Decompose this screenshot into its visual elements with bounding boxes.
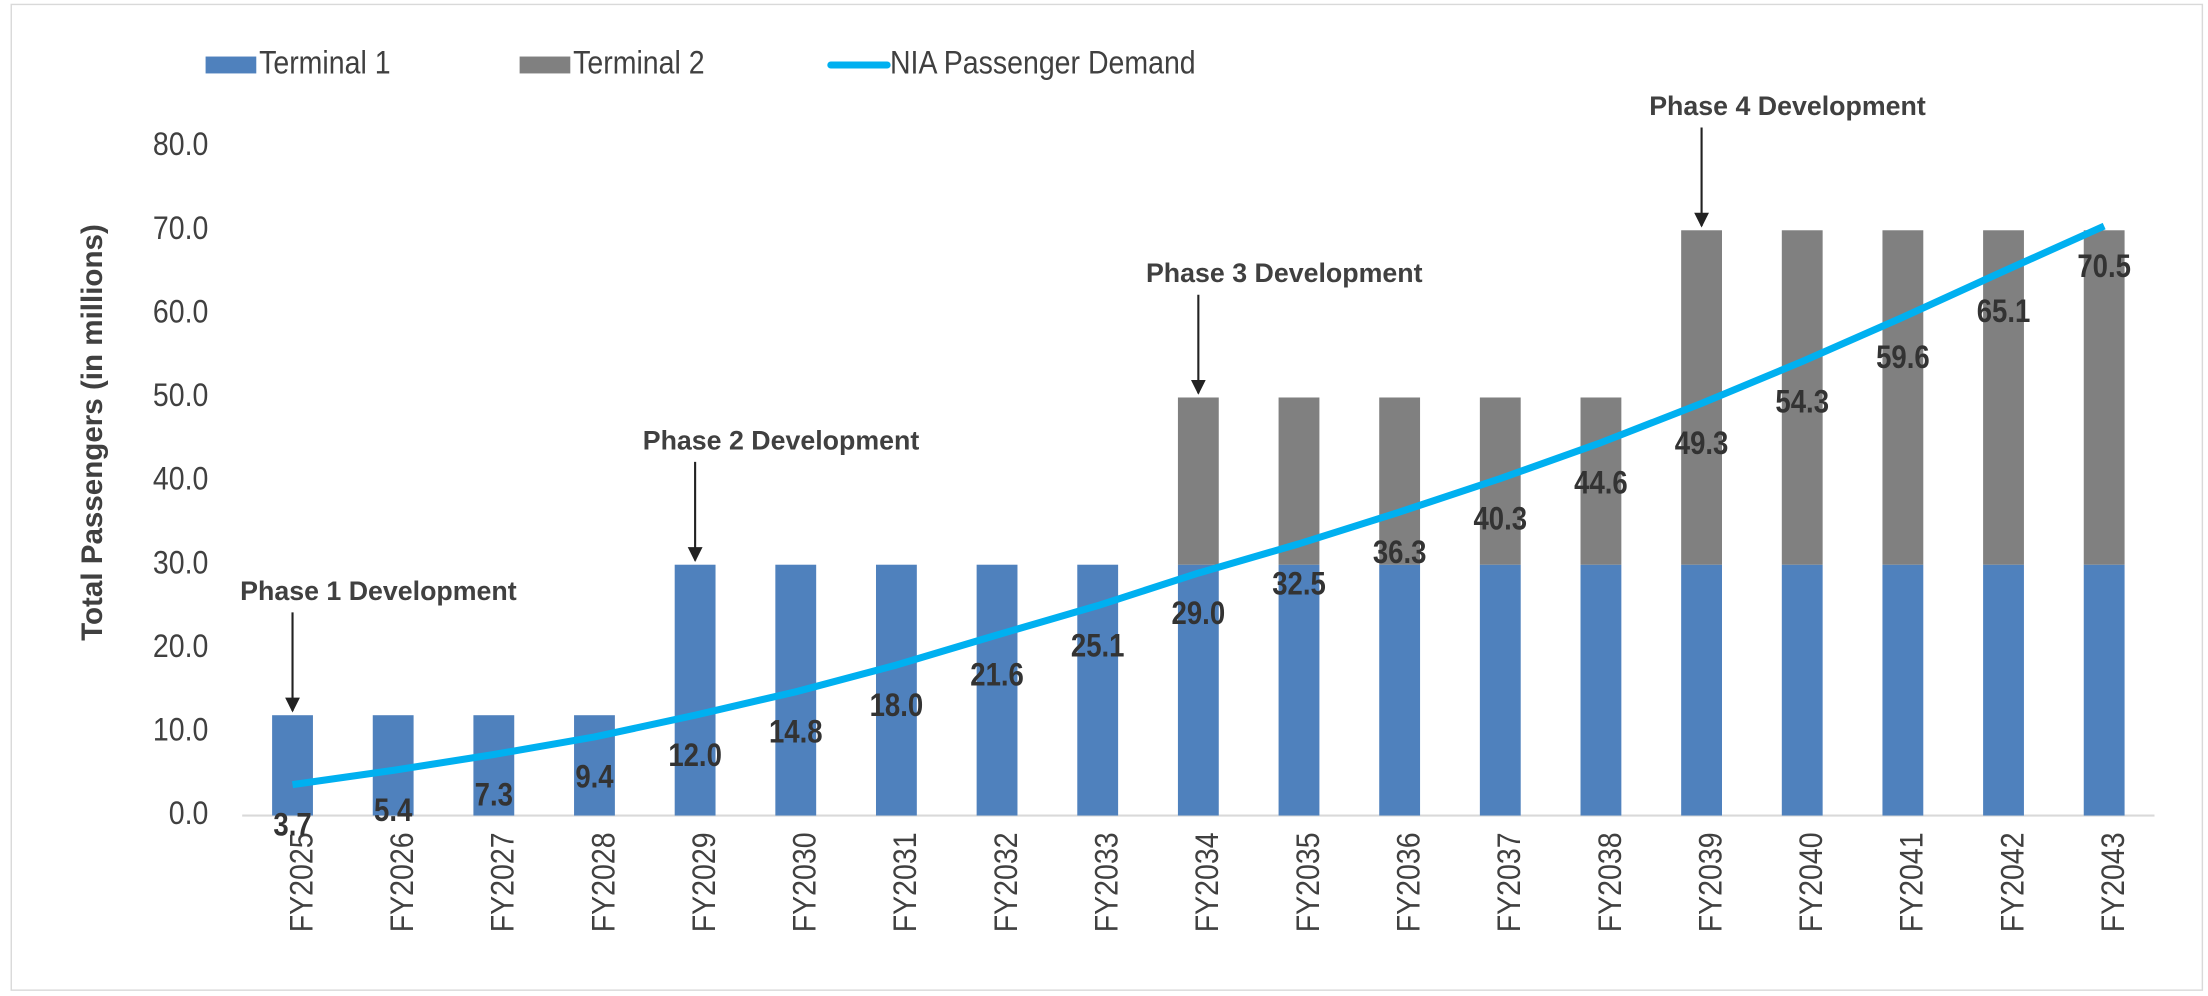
x-tick-label: FY2038 [1592,832,1628,932]
data-label: 54.3 [1775,384,1829,420]
bar [1580,564,1622,816]
bar [1177,564,1219,816]
x-tick-label: FY2035 [1290,832,1326,932]
y-tick-label: 80.0 [153,127,208,163]
bar [1882,564,1924,816]
bar [1983,230,2024,565]
bar [1580,397,1622,565]
y-tick-label: 30.0 [153,545,208,581]
x-tick-label: FY2030 [787,832,823,932]
bar [674,564,716,816]
x-tick-label: FY2033 [1089,832,1125,932]
x-tick-label: FY2034 [1190,832,1226,932]
x-tick-label: FY2042 [1995,832,2031,932]
chart-border [10,3,2204,991]
data-label: 25.1 [1071,628,1125,664]
data-label: 59.6 [1876,340,1930,376]
data-label: 14.8 [769,715,823,751]
bar [1681,564,1722,816]
data-label: 40.3 [1474,501,1528,537]
x-tick-label: FY2026 [384,832,420,932]
data-label: 12.0 [668,738,722,774]
bar [1479,564,1521,816]
y-tick-label: 10.0 [153,712,208,748]
legend-label: NIA Passenger Demand [890,45,1196,81]
x-tick-label: FY2025 [284,832,320,932]
y-tick-label: 70.0 [153,210,208,246]
bar [875,564,917,816]
x-tick-label: FY2032 [988,832,1024,932]
legend-label: Terminal 2 [573,45,704,81]
x-tick-label: FY2027 [485,832,521,932]
bar [1379,397,1421,565]
data-label: 70.5 [2077,249,2131,285]
data-label: 3.7 [273,807,311,843]
bar [1177,397,1219,565]
data-label: 21.6 [970,658,1024,694]
x-tick-label: FY2031 [888,832,924,932]
data-label: 29.0 [1172,596,1226,632]
bar [272,715,313,816]
x-tick-label: FY2043 [2095,832,2131,932]
data-label: 44.6 [1574,465,1628,501]
x-tick-label: FY2029 [686,832,722,932]
annotation: Phase 2 Development [643,425,920,455]
data-label: 18.0 [870,688,924,724]
bar [2083,230,2125,565]
data-label: 5.4 [374,793,413,829]
x-tick-label: FY2039 [1693,832,1729,932]
data-label: 36.3 [1373,535,1427,571]
legend-label: Terminal 1 [259,45,390,81]
bar [1781,230,1823,565]
legend-swatch [519,56,571,74]
bar [1882,230,1924,565]
y-tick-label: 60.0 [153,294,208,330]
y-tick-label: 0.0 [169,795,209,831]
bar [1983,564,2024,816]
y-axis-title: Total Passengers (in millions) [76,224,109,641]
data-label: 7.3 [475,777,513,813]
bar [1379,564,1421,816]
bar [976,564,1018,816]
x-tick-label: FY2040 [1793,832,1829,932]
bar [1278,564,1320,816]
bar [2083,564,2125,816]
x-tick-label: FY2037 [1491,832,1527,932]
x-tick-label: FY2041 [1894,832,1930,932]
y-tick-label: 50.0 [153,377,208,413]
annotation: Phase 4 Development [1649,91,1926,121]
bar [473,715,515,816]
annotation: Phase 3 Development [1146,258,1423,288]
x-tick-label: FY2036 [1391,832,1427,932]
demand-line [292,222,2106,789]
annotation: Phase 1 Development [240,576,517,606]
bar [1781,564,1823,816]
x-tick-label: FY2028 [586,832,622,932]
data-label: 65.1 [1977,294,2031,330]
data-label: 49.3 [1675,426,1729,462]
y-tick-label: 20.0 [153,628,208,664]
y-tick-label: 40.0 [153,461,208,497]
data-label: 9.4 [575,760,614,796]
legend-swatch [205,56,257,74]
data-label: 32.5 [1272,567,1326,603]
